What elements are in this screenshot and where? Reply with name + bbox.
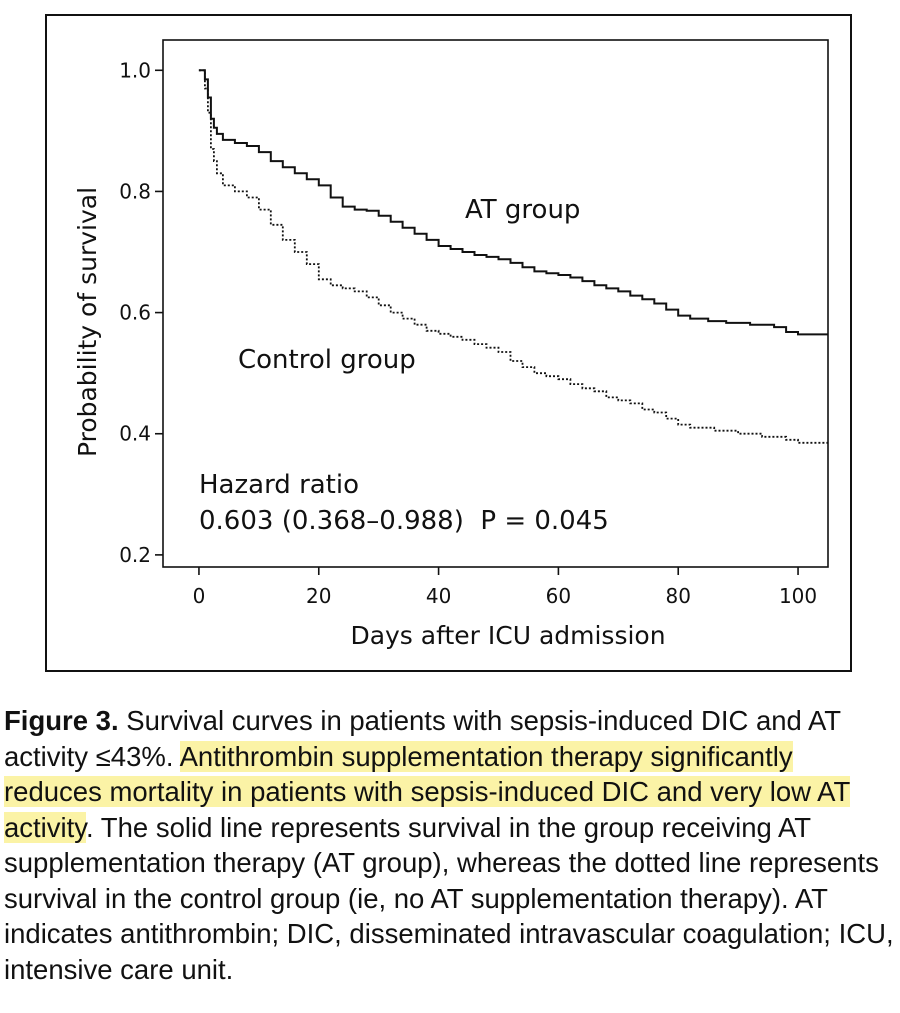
caption-intro: Survival curves in patients with sepsis-… xyxy=(4,705,841,772)
figure-label: Figure 3. xyxy=(4,705,119,736)
caption-rest: . The solid line represents survival in … xyxy=(4,811,894,985)
control-group-label: Control group xyxy=(238,345,416,375)
x-tick-label: 80 xyxy=(665,584,690,608)
y-axis-ticks: 0.2 0.4 0.6 0.8 1.0 xyxy=(119,58,163,567)
x-tick-label: 60 xyxy=(546,584,571,608)
survival-chart: 0.2 0.4 0.6 0.8 1.0 0 20 40 60 80 100 Probability… xyxy=(73,39,829,650)
figure-caption: Figure 3. Survival curves in patients wi… xyxy=(4,703,894,987)
hazard-ratio-title: Hazard ratio xyxy=(199,470,359,500)
x-axis-label: Days after ICU admission xyxy=(350,621,665,650)
x-tick-label: 100 xyxy=(779,584,817,608)
y-tick-label: 0.4 xyxy=(119,422,151,446)
y-tick-label: 0.6 xyxy=(119,301,151,325)
x-tick-label: 0 xyxy=(193,584,206,608)
x-tick-label: 20 xyxy=(306,584,331,608)
at-group-curve xyxy=(198,69,828,336)
y-tick-label: 0.2 xyxy=(119,543,151,567)
y-tick-label: 1.0 xyxy=(119,58,151,82)
plot-area xyxy=(162,39,829,568)
y-axis-label: Probability of survival xyxy=(73,187,102,457)
y-tick-label: 0.8 xyxy=(119,179,151,203)
hazard-ratio-value: 0.603 (0.368–0.988) P = 0.045 xyxy=(199,506,609,536)
at-group-label: AT group xyxy=(465,195,580,225)
control-group-curve xyxy=(198,69,828,444)
series-layer xyxy=(198,69,828,444)
x-tick-label: 40 xyxy=(426,584,451,608)
figure-frame xyxy=(45,14,852,672)
x-axis-ticks: 0 20 40 60 80 100 xyxy=(193,567,817,608)
